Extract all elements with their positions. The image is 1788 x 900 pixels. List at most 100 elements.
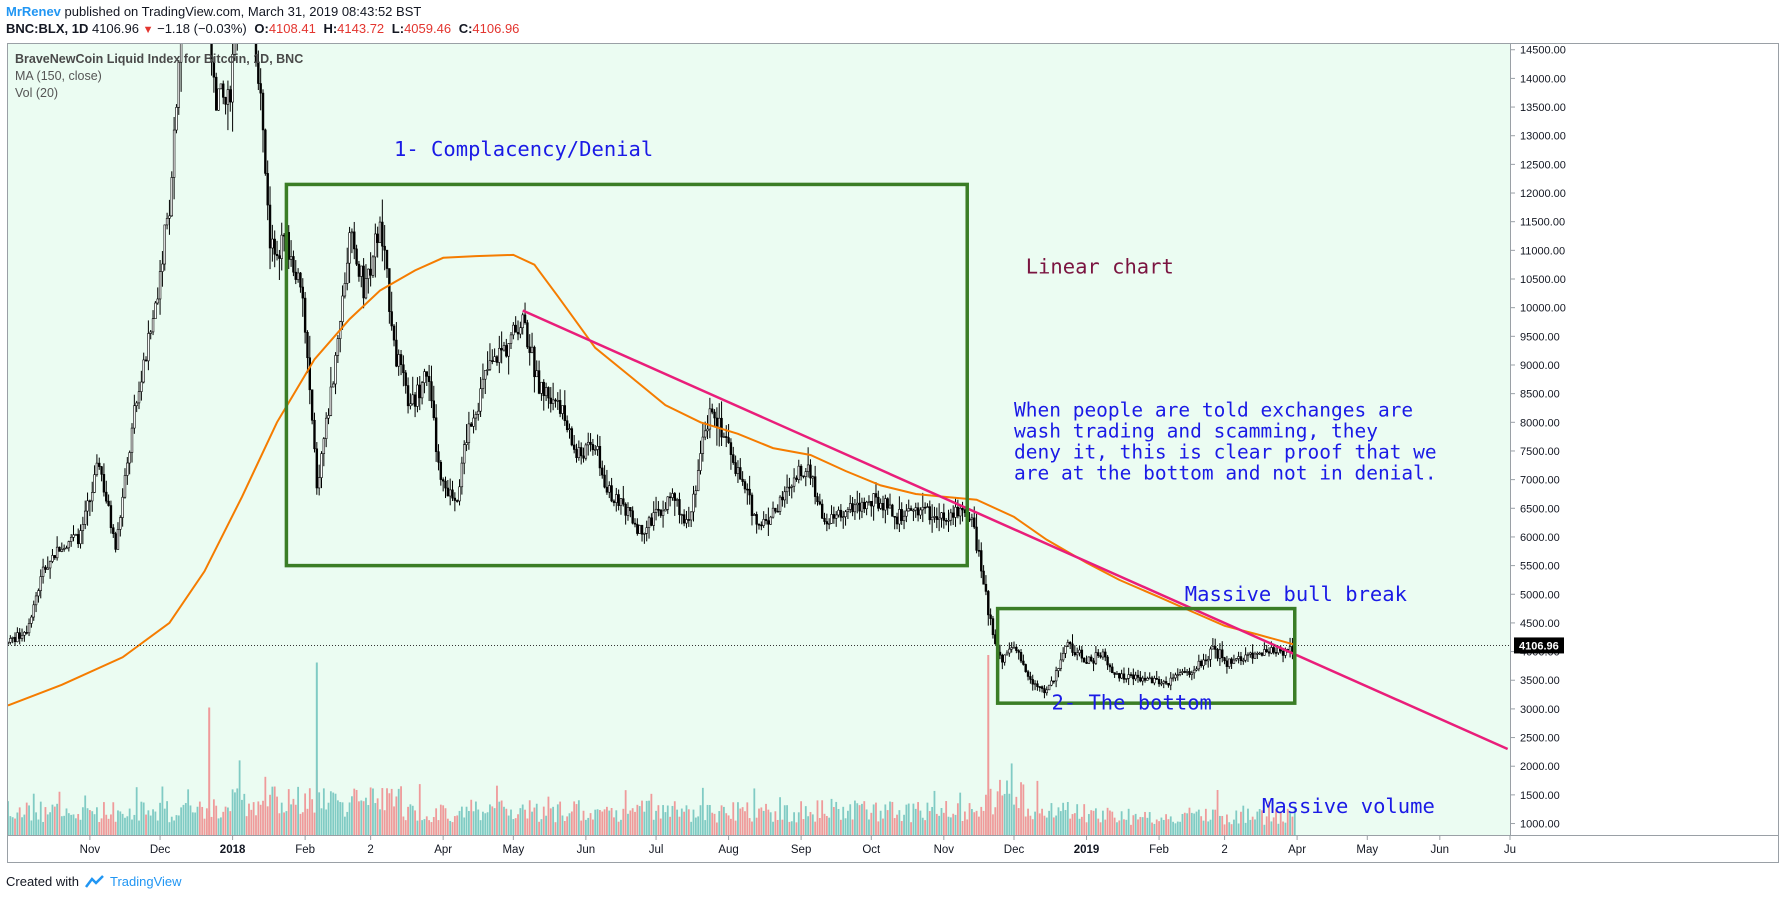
candle-body xyxy=(105,491,108,502)
candle-body xyxy=(858,502,861,512)
candle-body xyxy=(512,324,515,336)
time-tick-label: Oct xyxy=(862,844,881,856)
candle-body xyxy=(694,490,698,495)
author-link[interactable]: MrRenev xyxy=(6,4,61,19)
candle-body xyxy=(703,430,707,438)
volume-bar xyxy=(723,806,725,835)
candle-body xyxy=(830,514,833,524)
volume-bar xyxy=(858,805,861,835)
volume-bar xyxy=(287,789,290,835)
volume-bar xyxy=(273,786,276,835)
created-with-text: Created with xyxy=(6,874,79,889)
candle-body xyxy=(402,364,405,374)
volume-bar xyxy=(306,808,309,835)
candle-body xyxy=(1221,649,1224,659)
candle-body xyxy=(1036,683,1039,687)
candle-body xyxy=(743,481,747,490)
candle-body xyxy=(51,555,54,562)
candle-body xyxy=(441,479,445,482)
candle-body xyxy=(360,265,363,277)
candle-body xyxy=(835,514,838,519)
volume-bar xyxy=(599,809,601,835)
volume-bar xyxy=(1230,824,1233,835)
volume-bar xyxy=(971,809,973,835)
candle-body xyxy=(1068,642,1072,645)
candle-body xyxy=(76,534,80,545)
candle-body xyxy=(736,467,740,474)
candle-body xyxy=(572,444,576,450)
volume-bar xyxy=(486,812,489,835)
candle-body xyxy=(317,477,321,489)
candle-body xyxy=(526,322,529,348)
candle-body xyxy=(37,590,40,597)
volume-bar xyxy=(1148,812,1151,835)
candle-body xyxy=(81,524,85,531)
candle-body xyxy=(1160,682,1163,685)
candle-body xyxy=(902,515,906,521)
price-tick-label: 9500.00 xyxy=(1520,331,1560,343)
candle-body xyxy=(222,83,225,98)
candle-body xyxy=(804,471,807,477)
candle-body xyxy=(1001,654,1004,663)
candle-body xyxy=(322,438,326,454)
candle-body xyxy=(175,107,178,131)
volume-bar xyxy=(112,802,115,835)
volume-bar xyxy=(1024,816,1027,835)
candle-body xyxy=(1019,652,1023,662)
volume-bar xyxy=(699,805,702,835)
volume-bar xyxy=(711,812,714,835)
volume-bar xyxy=(93,814,96,835)
candle-body xyxy=(112,527,115,534)
candle-body xyxy=(505,345,508,357)
volume-bar xyxy=(491,806,494,835)
volume-bar xyxy=(760,807,763,835)
annotation-box-box2 xyxy=(995,606,1297,705)
volume-bar xyxy=(538,821,540,835)
candle-body xyxy=(13,637,17,643)
candle-body xyxy=(1253,653,1257,659)
volume-bar xyxy=(496,785,498,835)
candle-body xyxy=(123,475,127,498)
price-chart[interactable]: 1- Complacency/Denial Linear chart When pe… xyxy=(8,44,1778,862)
candle-body xyxy=(750,494,754,516)
volume-bar xyxy=(42,821,44,835)
candle-body xyxy=(1162,681,1165,684)
volume-bar xyxy=(343,816,346,835)
tradingview-link[interactable]: TradingView xyxy=(110,874,182,889)
candle-body xyxy=(823,517,826,522)
candle-body xyxy=(839,509,843,518)
candle-body xyxy=(1108,664,1112,668)
candle-body xyxy=(636,523,639,534)
volume-bar xyxy=(348,802,351,835)
chart-frame[interactable]: 1- Complacency/Denial Linear chart When pe… xyxy=(7,43,1779,863)
candle-body xyxy=(1054,670,1058,682)
volume-bar xyxy=(1223,824,1226,835)
candle-body xyxy=(603,474,606,488)
time-axis[interactable]: Nov Dec 2018 Feb 2 Apr May Jun Jul Aug Sep Oct Nov De… xyxy=(8,835,1778,862)
volume-bar xyxy=(16,812,19,835)
volume-bar xyxy=(837,808,840,835)
candle-body xyxy=(1139,677,1142,682)
annotation-text-line: deny it, this is clear proof that we xyxy=(1014,441,1437,464)
price-tick-label: 1500.00 xyxy=(1520,790,1560,802)
volume-bar xyxy=(643,811,646,835)
volume-bar xyxy=(124,817,126,835)
candle-body xyxy=(818,501,822,505)
volume-bar xyxy=(362,801,365,835)
volume-bar xyxy=(1125,819,1128,835)
candle-body xyxy=(331,383,335,388)
volume-bar xyxy=(926,802,929,835)
candle-body xyxy=(977,550,981,552)
volume-bar xyxy=(1211,809,1214,835)
price-axis[interactable]: 1000.00 1500.00 2000.00 2500.00 3000.00 3500.… xyxy=(1510,44,1778,862)
volume-bar xyxy=(1092,810,1095,835)
candle-body xyxy=(610,485,613,502)
volume-bar xyxy=(989,788,992,835)
volume-bar xyxy=(891,801,894,835)
candle-body xyxy=(41,566,45,577)
candle-body xyxy=(935,516,939,520)
volume-bar xyxy=(1272,817,1275,835)
volume-bar xyxy=(734,820,737,835)
candle-body xyxy=(1153,678,1156,684)
candle-body xyxy=(102,474,106,493)
